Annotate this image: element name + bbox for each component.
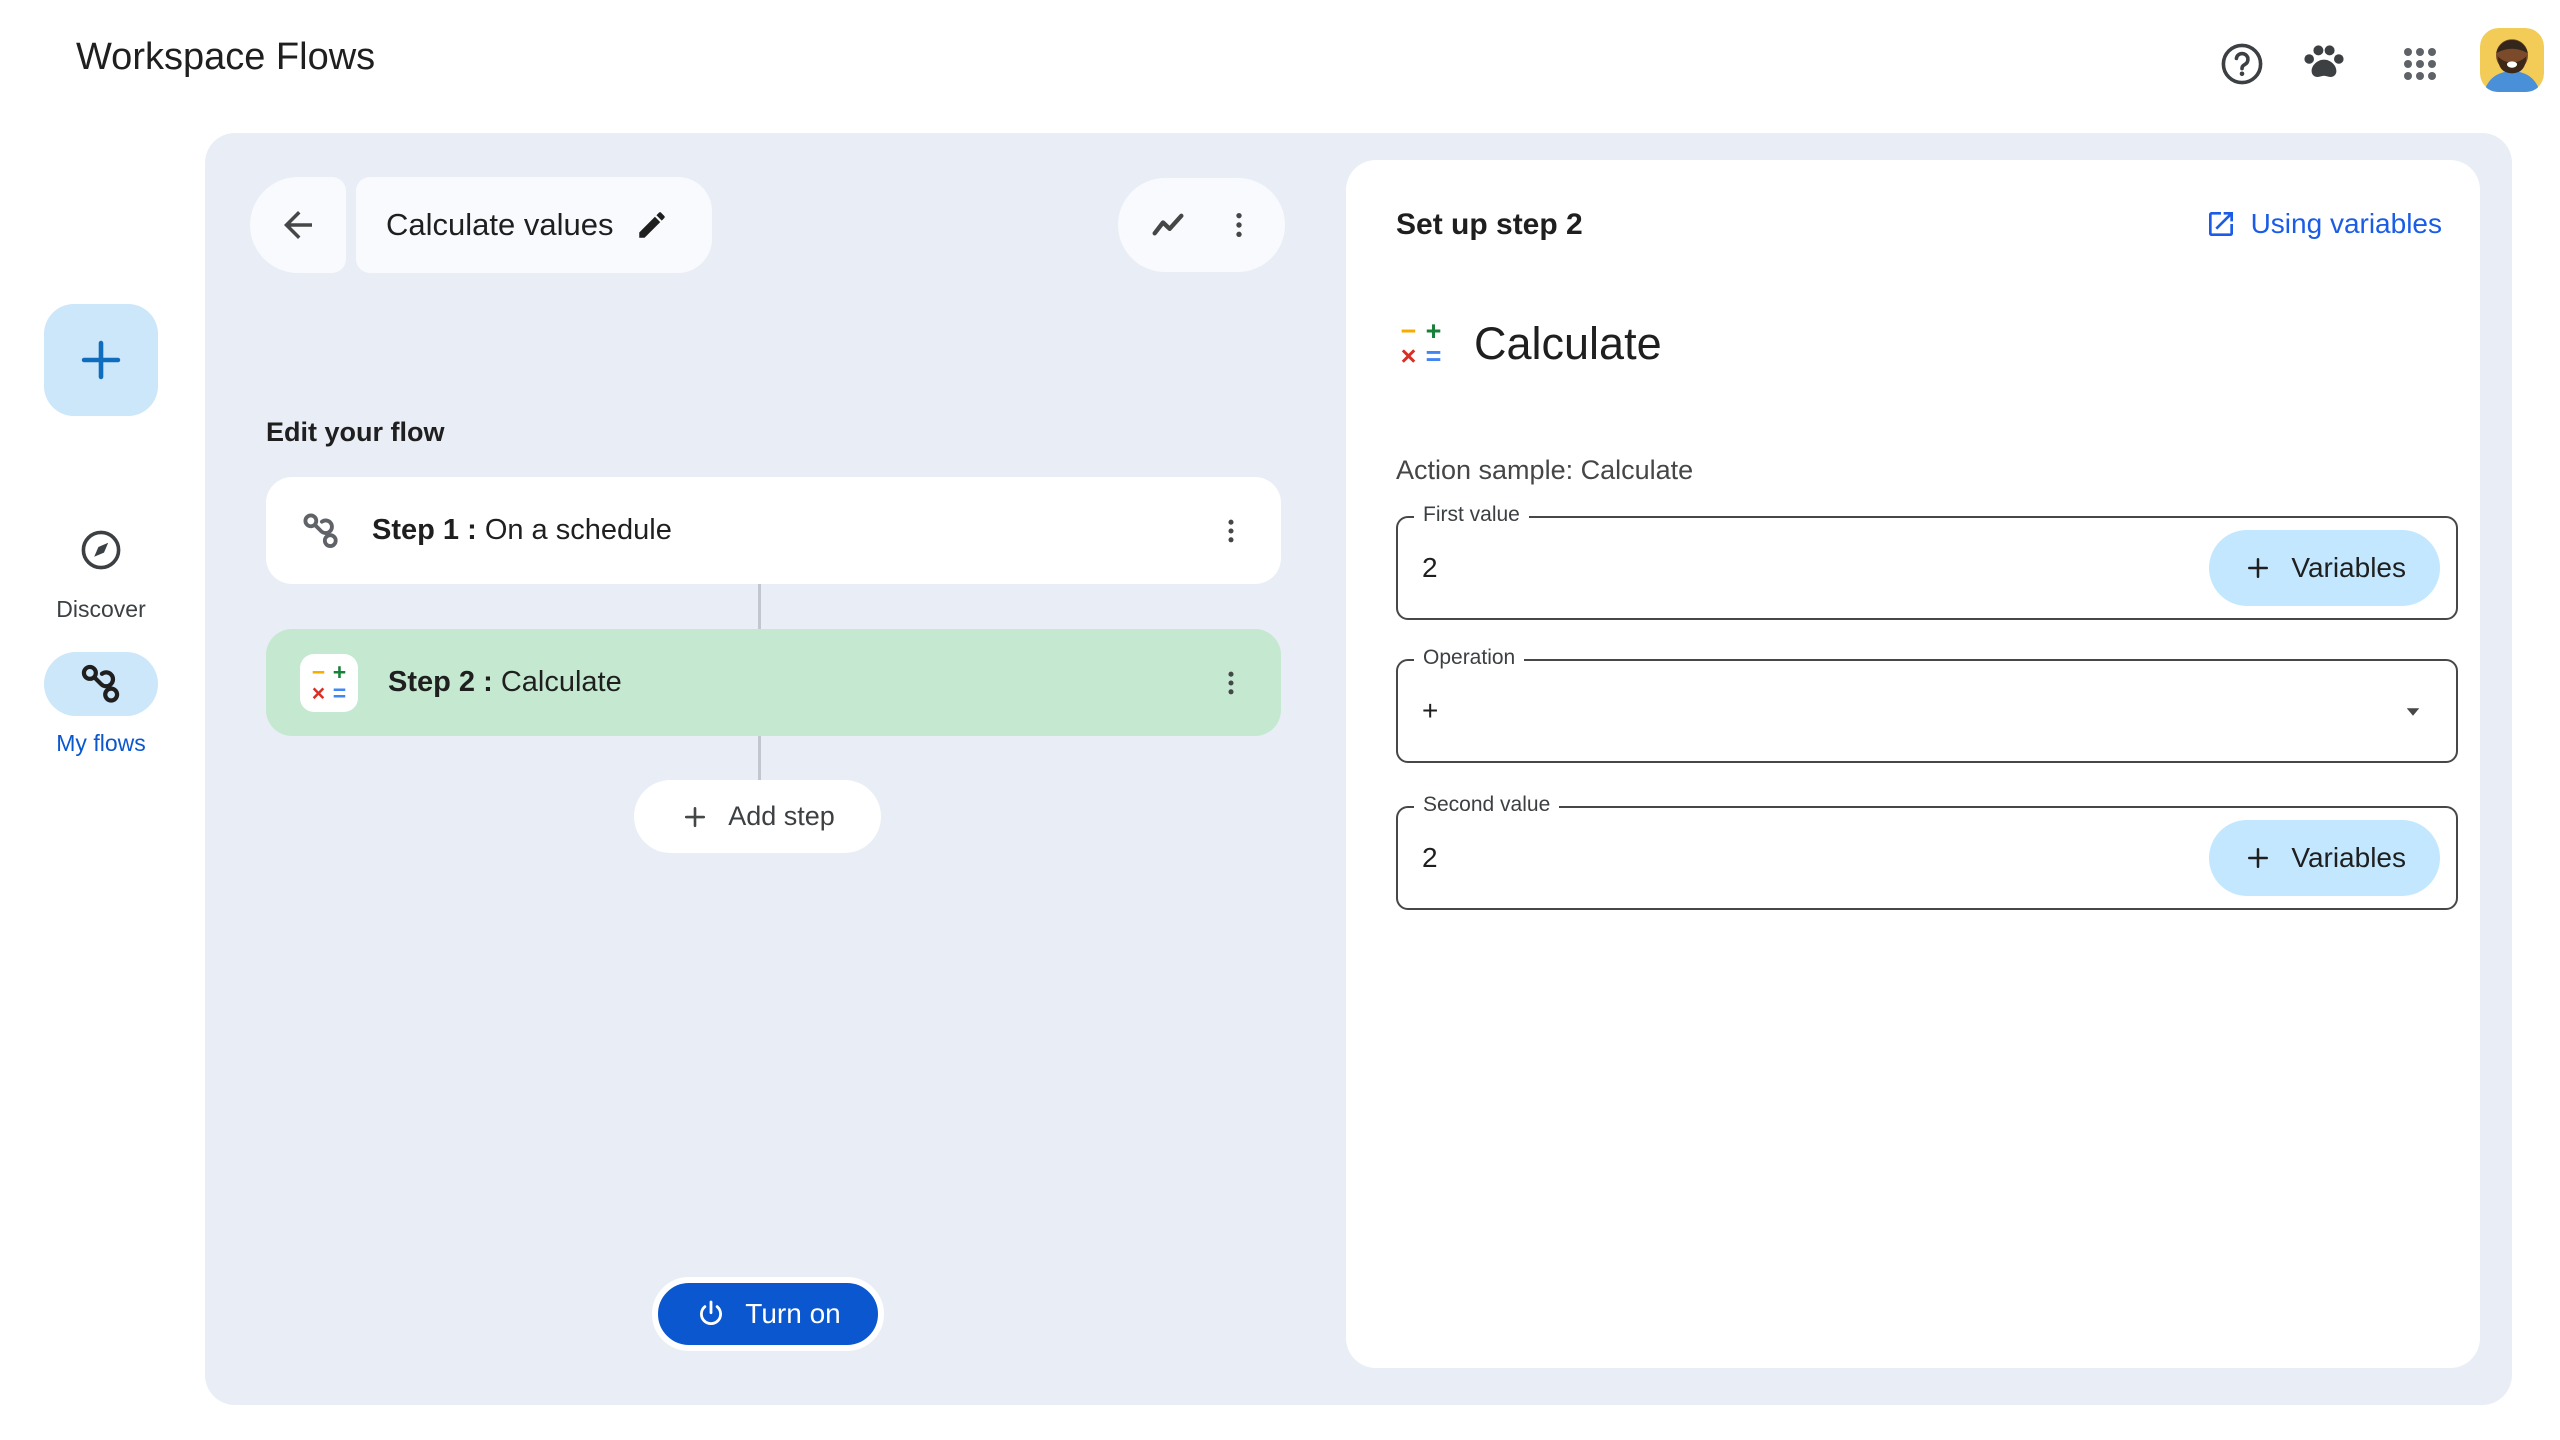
plus-icon xyxy=(2243,843,2273,873)
step-card-2-selected[interactable]: − + × = Step 2 : Calculate xyxy=(266,629,1281,736)
trending-chart-icon xyxy=(1148,205,1188,245)
step-connector xyxy=(758,584,761,629)
account-avatar-button[interactable] xyxy=(2480,28,2544,92)
turn-on-label: Turn on xyxy=(745,1298,841,1329)
step-connector xyxy=(758,736,761,781)
calculate-icon: − + × = xyxy=(300,653,358,712)
kebab-menu-icon xyxy=(1215,667,1247,699)
sidebar-item-label: Discover xyxy=(56,596,146,622)
operation-value: + xyxy=(1422,695,1439,726)
new-flow-button[interactable] xyxy=(44,304,158,416)
step-label: Step 1 : On a schedule xyxy=(372,514,672,546)
variables-label: Variables xyxy=(2291,842,2406,873)
kebab-menu-icon xyxy=(1222,208,1256,242)
plus-icon xyxy=(680,802,710,832)
help-icon xyxy=(2218,40,2266,88)
first-value-field: First value Variables xyxy=(1396,503,2458,620)
apps-grid-icon xyxy=(2396,40,2444,88)
dropdown-arrow-icon[interactable] xyxy=(2398,696,2428,726)
action-header: − + × = Calculate xyxy=(1396,318,1662,370)
flow-header-actions xyxy=(1118,178,1285,272)
run-history-button[interactable] xyxy=(1148,205,1188,245)
arrow-back-icon xyxy=(277,204,319,246)
second-value-input[interactable] xyxy=(1422,808,1982,908)
power-icon xyxy=(695,1298,727,1330)
using-variables-link[interactable]: Using variables xyxy=(2205,208,2442,240)
setup-step-panel: Set up step 2 Using variables − + × = Calcu… xyxy=(1346,160,2480,1368)
paw-icon xyxy=(2300,40,2348,88)
turn-on-button[interactable]: Turn on xyxy=(652,1277,884,1351)
compass-icon xyxy=(77,526,125,574)
variables-button[interactable]: Variables xyxy=(2209,530,2440,606)
second-value-field: Second value Variables xyxy=(1396,793,2458,910)
pets-button[interactable] xyxy=(2300,40,2348,88)
flow-icon xyxy=(78,661,124,707)
kebab-menu-icon xyxy=(1215,515,1247,547)
open-in-new-icon xyxy=(2205,208,2237,240)
edit-pencil-icon xyxy=(635,208,669,242)
flow-icon xyxy=(300,510,342,552)
add-step-button[interactable]: Add step xyxy=(634,780,881,853)
flow-name: Calculate values xyxy=(386,207,614,242)
help-button[interactable] xyxy=(2218,40,2266,88)
plus-icon xyxy=(2243,553,2273,583)
edit-your-flow-heading: Edit your flow xyxy=(266,417,445,447)
sidebar-item-my-flows[interactable]: My flows xyxy=(44,652,158,757)
step-label: Step 2 : Calculate xyxy=(388,666,622,698)
avatar xyxy=(2480,28,2544,92)
operation-field[interactable]: Operation + xyxy=(1396,646,2458,763)
add-step-label: Add step xyxy=(728,801,835,831)
variables-button[interactable]: Variables xyxy=(2209,820,2440,896)
page-title: Workspace Flows xyxy=(76,36,376,78)
using-variables-label: Using variables xyxy=(2250,208,2442,239)
calculate-icon: − + × = xyxy=(1400,316,1442,371)
back-button[interactable] xyxy=(250,177,346,273)
flow-menu-button[interactable] xyxy=(1222,208,1256,242)
plus-icon xyxy=(72,331,130,389)
action-sample-text: Action sample: Calculate xyxy=(1396,455,1694,485)
sidebar-item-label: My flows xyxy=(56,730,146,756)
sidebar-item-discover[interactable]: Discover xyxy=(44,518,158,623)
first-value-input[interactable] xyxy=(1422,518,1982,618)
step-menu-button[interactable] xyxy=(1215,667,1247,699)
flow-name-field[interactable]: Calculate values xyxy=(356,177,712,273)
setup-panel-title: Set up step 2 xyxy=(1396,208,1583,241)
operation-label: Operation xyxy=(1414,646,1525,670)
action-title: Calculate xyxy=(1474,318,1662,369)
variables-label: Variables xyxy=(2291,552,2406,583)
step-menu-button[interactable] xyxy=(1215,515,1247,547)
apps-grid-button[interactable] xyxy=(2396,40,2444,88)
step-card-1[interactable]: Step 1 : On a schedule xyxy=(266,477,1281,584)
